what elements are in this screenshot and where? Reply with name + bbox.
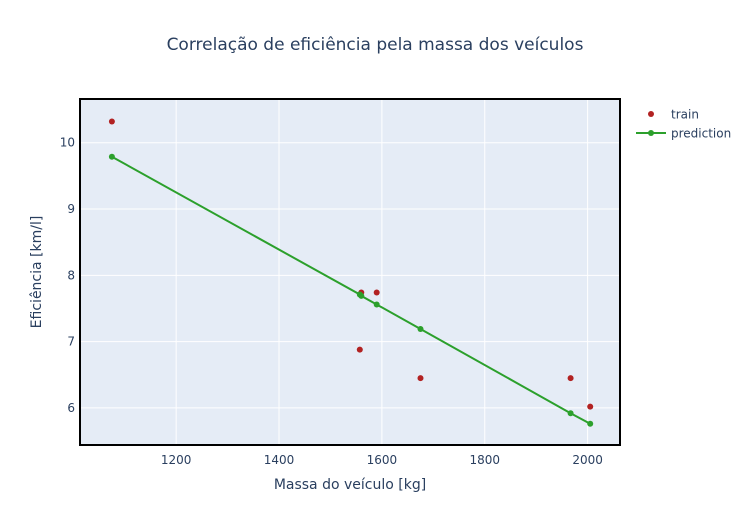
x-axis-label: Massa do veículo [kg] [274, 477, 426, 493]
chart-title: Correlação de eficiência pela massa dos … [167, 35, 584, 55]
legend-label-train: train [671, 108, 699, 122]
train-point [567, 375, 574, 382]
plot-area [80, 99, 620, 445]
legend-marker-prediction [648, 130, 654, 136]
y-tick-label: 9 [67, 202, 75, 216]
legend[interactable]: train prediction [636, 108, 731, 141]
prediction-point [417, 326, 424, 332]
y-tick-label: 10 [60, 136, 75, 150]
train-point [108, 118, 115, 125]
grid-lines [80, 99, 620, 445]
y-axis-label: Eficiência [km/l] [29, 216, 45, 329]
legend-item-prediction[interactable]: prediction [636, 127, 731, 141]
train-point [587, 403, 594, 410]
x-tick-label: 1600 [367, 453, 398, 467]
prediction-point [373, 301, 380, 308]
legend-label-prediction: prediction [671, 127, 731, 141]
prediction-point [108, 153, 115, 160]
x-tick-label: 1400 [264, 453, 295, 467]
train-point [356, 346, 363, 353]
y-tick-label: 6 [67, 401, 75, 415]
legend-item-train[interactable]: train [648, 108, 699, 122]
y-tick-label: 7 [67, 335, 75, 349]
series-layer [108, 118, 594, 427]
train-point [417, 375, 424, 382]
x-tick-label: 1200 [161, 453, 192, 467]
x-tick-label: 2000 [572, 453, 603, 467]
y-tick-label: 8 [67, 268, 75, 282]
train-point [373, 289, 380, 296]
legend-marker-train [648, 111, 654, 117]
series-prediction [108, 153, 594, 427]
prediction-point [567, 410, 574, 417]
y-axis-ticks: 6 7 8 9 10 [60, 136, 75, 415]
plot-frame [79, 98, 621, 446]
x-axis-ticks: 1200 1400 1600 1800 2000 [161, 453, 603, 467]
prediction-point [587, 420, 594, 427]
x-tick-label: 1800 [469, 453, 500, 467]
prediction-point [358, 292, 365, 299]
